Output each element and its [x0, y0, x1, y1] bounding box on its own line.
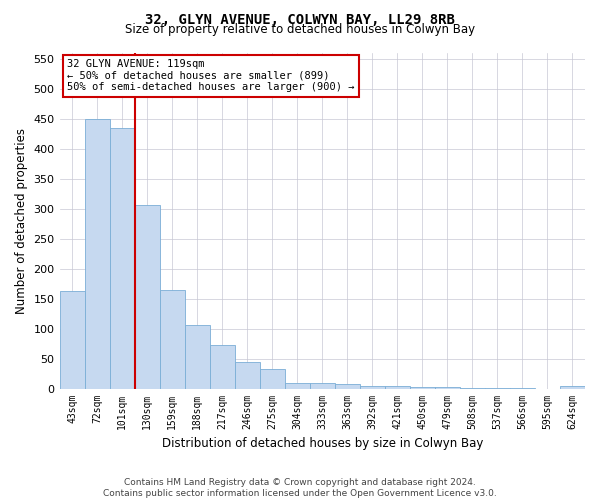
Bar: [160, 290, 185, 388]
Bar: [385, 386, 410, 388]
Text: 32 GLYN AVENUE: 119sqm
← 50% of detached houses are smaller (899)
50% of semi-de: 32 GLYN AVENUE: 119sqm ← 50% of detached…: [67, 59, 355, 92]
Bar: [310, 382, 335, 388]
Bar: [285, 382, 310, 388]
Y-axis label: Number of detached properties: Number of detached properties: [15, 128, 28, 314]
Bar: [360, 386, 385, 388]
Bar: [134, 205, 160, 388]
Bar: [235, 362, 260, 388]
Text: 32, GLYN AVENUE, COLWYN BAY, LL29 8RB: 32, GLYN AVENUE, COLWYN BAY, LL29 8RB: [145, 12, 455, 26]
Bar: [260, 369, 285, 388]
Bar: [209, 344, 235, 389]
Bar: [185, 325, 209, 388]
Bar: [410, 387, 435, 388]
Text: Size of property relative to detached houses in Colwyn Bay: Size of property relative to detached ho…: [125, 22, 475, 36]
Bar: [560, 386, 585, 388]
Text: Contains HM Land Registry data © Crown copyright and database right 2024.
Contai: Contains HM Land Registry data © Crown c…: [103, 478, 497, 498]
Bar: [335, 384, 360, 388]
Bar: [59, 290, 85, 388]
X-axis label: Distribution of detached houses by size in Colwyn Bay: Distribution of detached houses by size …: [161, 437, 483, 450]
Bar: [85, 118, 110, 388]
Bar: [110, 128, 134, 388]
